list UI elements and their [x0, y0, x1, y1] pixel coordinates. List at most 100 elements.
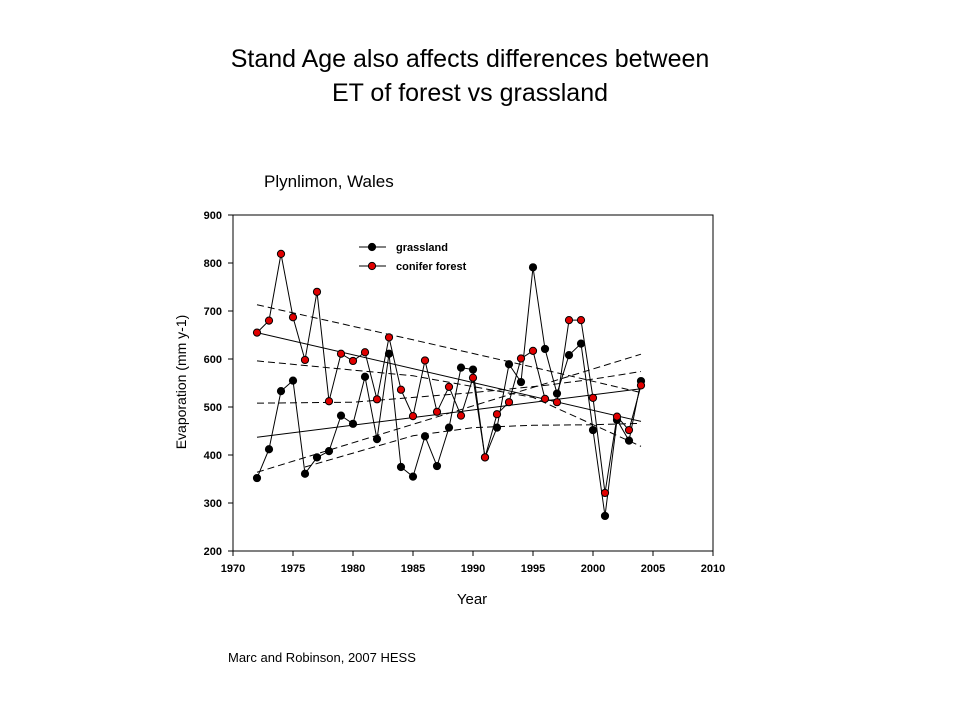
x-tick-label: 1995: [521, 563, 545, 575]
conifer-forest-point: [324, 397, 334, 406]
x-tick-label: 1985: [401, 563, 425, 575]
conifer-forest-point: [516, 354, 526, 363]
grassland-point: [516, 377, 526, 387]
grassland-point: [528, 263, 538, 272]
conifer-forest-point: [480, 453, 490, 462]
legend-grassland-marker: [367, 242, 377, 252]
x-tick-label: 1980: [341, 563, 365, 575]
grassland-point: [360, 372, 370, 381]
grassland-point: [288, 376, 298, 385]
grassland-point: [576, 339, 586, 348]
grassland-point: [408, 472, 418, 481]
conifer-forest-point: [348, 356, 358, 366]
grassland-point: [600, 511, 610, 521]
conifer-forest-point: [456, 411, 466, 420]
y-tick-label: 800: [204, 258, 222, 270]
grassland-point: [420, 432, 430, 441]
y-tick-label: 700: [204, 306, 222, 318]
grassland-point: [540, 344, 550, 354]
conifer-forest-point: [504, 398, 514, 407]
regression-line: [256, 332, 642, 422]
slide-title-line-1: Stand Age also affects differences betwe…: [230, 45, 710, 73]
grassland-point: [300, 469, 310, 478]
conifer-forest-point: [444, 382, 454, 391]
legend-conifer-forest-label: conifer forest: [396, 261, 467, 273]
x-tick-label: 2005: [641, 563, 665, 575]
grassland-point: [468, 365, 478, 374]
conifer-forest-point: [396, 385, 406, 394]
legend-grassland-label: grassland: [396, 242, 448, 254]
confidence-band-line: [256, 353, 642, 473]
conifer-forest-point: [300, 355, 310, 365]
grassland-point: [504, 360, 514, 369]
conifer-forest-point: [540, 394, 550, 403]
chart-title: Plynlimon, Wales: [264, 172, 394, 191]
grassland-point: [384, 349, 394, 358]
axes: 1970 1975 1980 1985 1990 1995 2000 2005 2010 200 3…: [204, 210, 726, 575]
grassland-point: [588, 425, 598, 435]
data-series: [252, 249, 646, 521]
conifer-forest-point: [600, 488, 610, 498]
x-tick-label: 2010: [701, 563, 725, 575]
x-tick-label: 1975: [281, 563, 305, 575]
legend-conifer-forest-marker: [367, 261, 377, 271]
conifer-forest-point: [408, 412, 418, 421]
confidence-band-line: [256, 370, 642, 404]
grassland-point: [624, 436, 634, 445]
grassland-point: [312, 453, 322, 462]
citation: Marc and Robinson, 2007 HESS: [228, 650, 416, 665]
conifer-forest-point: [420, 356, 430, 365]
grassland-point: [444, 423, 454, 432]
y-tick-label: 500: [204, 402, 222, 414]
conifer-forest-point: [360, 348, 370, 357]
conifer-forest-point: [552, 398, 562, 407]
conifer-forest-point: [252, 328, 262, 337]
grassland-point: [276, 387, 286, 396]
x-tick-label: 1990: [461, 563, 485, 575]
grassland-point: [336, 411, 346, 420]
conifer-forest-point: [276, 249, 286, 258]
y-tick-label: 200: [204, 546, 222, 558]
conifer-forest-point: [336, 349, 346, 358]
grassland-point: [324, 447, 334, 456]
x-axis-label: Year: [457, 591, 487, 608]
conifer-forest-point: [492, 410, 502, 419]
grassland-point: [432, 461, 442, 471]
grassland-point: [564, 351, 574, 360]
slide-title: Stand Age also affects differences betwe…: [0, 42, 940, 110]
x-tick-label: 1970: [221, 563, 245, 575]
conifer-forest-point: [564, 316, 574, 325]
conifer-forest-point: [468, 373, 478, 382]
grassland-point: [456, 363, 466, 372]
grassland-point: [552, 389, 562, 398]
conifer-forest-point: [312, 287, 322, 296]
slide-title-line-2: ET of forest vs grassland: [331, 79, 609, 107]
confidence-band-line: [304, 422, 642, 468]
conifer-forest-point: [288, 313, 298, 322]
legend: grassland conifer forest: [359, 242, 467, 273]
conifer-forest-point: [624, 425, 634, 435]
confidence-band-line: [256, 360, 642, 447]
trend-lines: [256, 304, 642, 473]
conifer-forest-point: [528, 346, 538, 355]
conifer-forest-point: [576, 316, 586, 325]
conifer-forest-point: [372, 395, 382, 404]
conifer-forest-point: [384, 333, 394, 342]
grassland-point: [348, 419, 358, 428]
conifer-forest-point: [588, 393, 598, 402]
y-tick-label: 400: [204, 450, 222, 462]
confidence-band-line: [256, 304, 642, 394]
y-tick-label: 300: [204, 498, 222, 510]
x-tick-label: 2000: [581, 563, 605, 575]
conifer-forest-point: [264, 316, 274, 325]
grassland-point: [492, 423, 502, 432]
y-tick-label: 900: [204, 210, 222, 222]
grassland-point: [264, 445, 274, 454]
grassland-point: [252, 473, 262, 483]
conifer-forest-point: [636, 381, 646, 390]
conifer-forest-point: [432, 407, 442, 416]
y-axis-label: Evaporation (mm y-1): [173, 315, 189, 450]
y-tick-label: 600: [204, 354, 222, 366]
grassland-point: [372, 435, 382, 444]
